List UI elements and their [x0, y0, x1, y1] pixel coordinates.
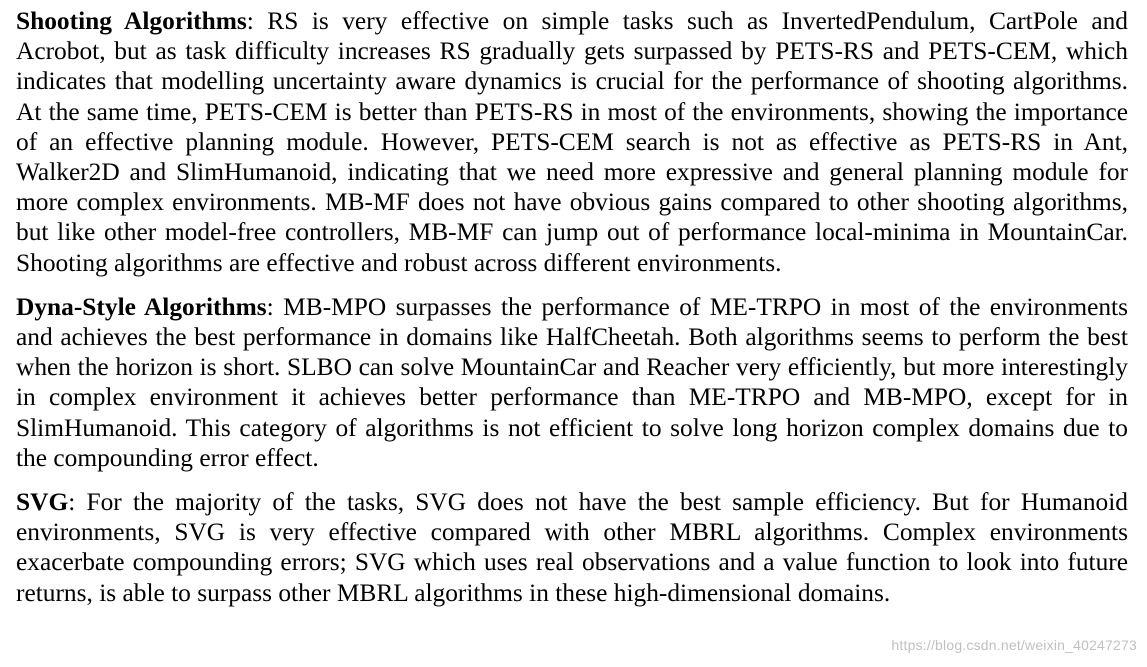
paragraph-text: : For the majority of the tasks, SVG doe…	[16, 488, 1128, 607]
paragraph-heading: Shooting Algorithms	[16, 7, 247, 35]
document-body: Shooting Algorithms: RS is very effectiv…	[16, 6, 1128, 622]
paragraph-heading: SVG	[16, 488, 69, 517]
paragraph-text: : RS is very effective on simple tasks s…	[16, 7, 1128, 277]
paragraph-shooting-algorithms: Shooting Algorithms: RS is very effectiv…	[16, 6, 1128, 278]
paragraph-svg: SVG: For the majority of the tasks, SVG …	[16, 487, 1128, 608]
paragraph-dyna-style-algorithms: Dyna-Style Algorithms: MB-MPO surpasses …	[16, 292, 1128, 473]
paragraph-heading: Dyna-Style Algorithms	[16, 292, 267, 321]
paragraph-text: : MB-MPO surpasses the performance of ME…	[16, 292, 1128, 472]
watermark: https://blog.csdn.net/weixin_40247273	[891, 637, 1137, 653]
